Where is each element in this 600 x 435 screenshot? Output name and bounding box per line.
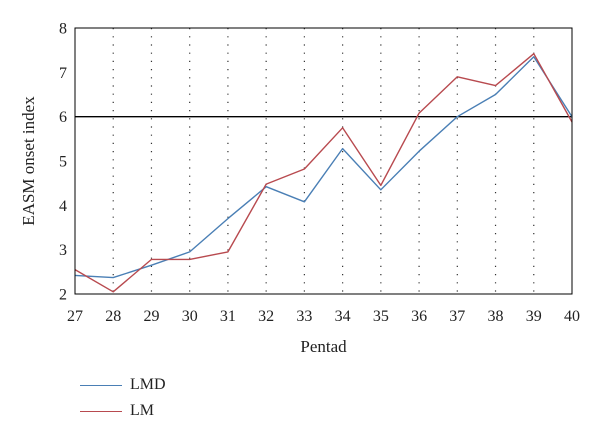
x-tick-39: 39 xyxy=(526,308,542,325)
y-tick-6: 6 xyxy=(59,109,67,126)
x-tick-29: 29 xyxy=(143,308,159,325)
y-tick-3: 3 xyxy=(59,242,67,259)
x-tick-27: 27 xyxy=(67,308,83,325)
x-tick-35: 35 xyxy=(373,308,389,325)
y-tick-8: 8 xyxy=(59,21,67,38)
x-tick-33: 33 xyxy=(296,308,312,325)
legend-item-lmd: LMD xyxy=(80,372,166,398)
y-axis-title: EASM onset index xyxy=(19,96,38,226)
y-tick-labels: 2 3 4 5 6 7 8 xyxy=(59,21,67,304)
x-tick-36: 36 xyxy=(411,308,427,325)
x-tick-38: 38 xyxy=(488,308,504,325)
y-tick-2: 2 xyxy=(59,287,67,304)
x-tick-31: 31 xyxy=(220,308,236,325)
y-tick-4: 4 xyxy=(59,198,67,215)
x-tick-37: 37 xyxy=(449,308,465,325)
x-tick-40: 40 xyxy=(564,308,580,325)
legend-swatch-lm xyxy=(80,410,122,412)
grid xyxy=(112,28,535,294)
legend-swatch-lmd xyxy=(80,384,122,386)
x-tick-labels: 27 28 29 30 31 32 33 34 35 36 37 38 39 40 xyxy=(67,308,580,325)
legend: LMD LM xyxy=(80,372,166,424)
plot-frame xyxy=(74,27,573,295)
series-lines xyxy=(74,53,573,293)
legend-label-lm: LM xyxy=(130,402,154,419)
legend-label-lmd: LMD xyxy=(130,376,166,393)
y-tick-5: 5 xyxy=(59,154,67,171)
x-tick-28: 28 xyxy=(105,308,121,325)
series-line-lmd xyxy=(74,56,573,279)
series-line-lm xyxy=(74,53,573,293)
x-tick-34: 34 xyxy=(335,308,351,325)
x-axis-title: Pentad xyxy=(300,337,347,356)
legend-item-lm: LM xyxy=(80,398,166,424)
x-tick-30: 30 xyxy=(182,308,198,325)
y-tick-7: 7 xyxy=(59,65,67,82)
x-tick-32: 32 xyxy=(258,308,274,325)
